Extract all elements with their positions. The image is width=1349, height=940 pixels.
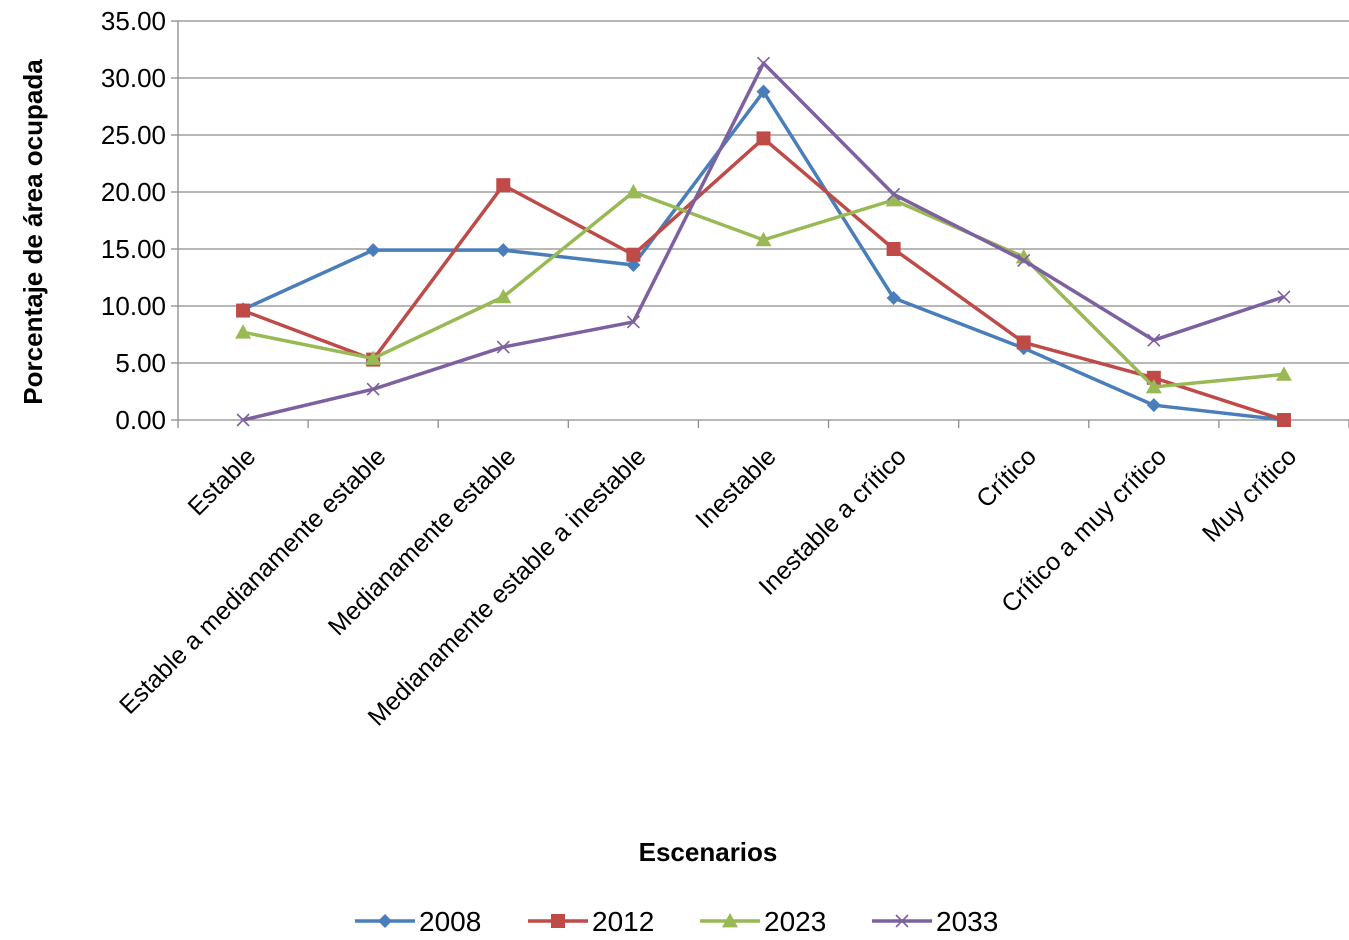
legend-item-2008: 2008 bbox=[355, 906, 481, 937]
y-tick-label: 0.00 bbox=[115, 405, 166, 435]
data-point-square bbox=[1276, 413, 1291, 427]
data-point-x-stroke bbox=[1277, 290, 1291, 304]
y-axis-title: Porcentaje de área ocupada bbox=[18, 59, 48, 405]
data-point-x-stroke bbox=[887, 187, 901, 201]
data-point-x-stroke bbox=[895, 914, 909, 928]
data-point-square bbox=[626, 247, 641, 262]
legend-label: 2033 bbox=[936, 906, 998, 937]
data-point-x bbox=[756, 56, 771, 70]
x-category-label: Crítico bbox=[971, 442, 1042, 513]
y-tick-label: 30.00 bbox=[101, 63, 166, 93]
x-category-label: Estable a medianamente estable bbox=[114, 442, 391, 719]
data-point-x bbox=[1147, 333, 1161, 347]
data-point-square bbox=[1016, 335, 1031, 350]
data-point-triangle bbox=[1145, 378, 1162, 394]
data-point-x-stroke bbox=[236, 413, 250, 427]
legend-label: 2023 bbox=[764, 906, 826, 937]
data-point-triangle bbox=[1275, 366, 1292, 381]
y-tick-label: 25.00 bbox=[101, 120, 166, 150]
series-2033 bbox=[236, 56, 1291, 427]
x-axis-title: Escenarios bbox=[639, 837, 778, 867]
data-point-x-stroke bbox=[496, 340, 510, 354]
legend-label: 2008 bbox=[419, 906, 481, 937]
data-point-diamond bbox=[1146, 398, 1161, 413]
data-point-square bbox=[551, 914, 565, 928]
data-point-square bbox=[236, 303, 251, 318]
y-tick-labels: 0.00 5.00 10.00 15.00 20.00 25.00 30.00 35.00 bbox=[101, 6, 166, 435]
series-2012 bbox=[236, 131, 1291, 427]
gridlines bbox=[178, 20, 1349, 364]
y-tick-label: 15.00 bbox=[101, 234, 166, 264]
y-tick-label: 10.00 bbox=[101, 291, 166, 321]
x-category-label: Muy crítico bbox=[1197, 442, 1302, 547]
data-point-triangle bbox=[755, 231, 772, 247]
x-category-label: Estable bbox=[183, 442, 262, 521]
series-line bbox=[242, 190, 1285, 389]
data-point-square bbox=[496, 178, 511, 193]
data-point-square bbox=[756, 131, 771, 146]
data-point-x-stroke bbox=[366, 382, 380, 396]
x-category-label: Medianamente estable a inestable bbox=[363, 442, 652, 731]
data-point-x bbox=[236, 413, 250, 427]
data-point-triangle bbox=[495, 288, 512, 304]
data-point-diamond bbox=[886, 291, 901, 306]
data-point-diamond bbox=[756, 84, 771, 99]
data-point-x bbox=[1277, 290, 1291, 304]
data-point-x bbox=[887, 187, 901, 201]
data-point-x-stroke bbox=[1017, 253, 1031, 267]
data-point-diamond bbox=[378, 914, 392, 928]
y-tick-label: 5.00 bbox=[115, 348, 166, 378]
data-point-triangle bbox=[722, 913, 738, 928]
data-point-triangle bbox=[625, 184, 642, 199]
legend-item-2023: 2023 bbox=[700, 906, 826, 937]
legend-item-2033: 2033 bbox=[872, 906, 998, 937]
data-point-x-stroke bbox=[626, 315, 640, 329]
y-tick-label: 20.00 bbox=[101, 177, 166, 207]
data-point-triangle bbox=[235, 324, 252, 339]
series-line bbox=[242, 136, 1285, 422]
data-point-x bbox=[366, 382, 380, 396]
data-point-triangle bbox=[365, 350, 382, 365]
y-tick-label: 35.00 bbox=[101, 6, 166, 36]
series-2023 bbox=[235, 184, 1292, 394]
data-point-x bbox=[1017, 253, 1031, 267]
data-point-x bbox=[626, 315, 640, 329]
data-point-triangle bbox=[885, 191, 902, 207]
legend-label: 2012 bbox=[592, 906, 654, 937]
data-point-x bbox=[496, 340, 510, 354]
series-group bbox=[235, 56, 1292, 427]
data-point-x bbox=[895, 914, 909, 928]
legend-item-2012: 2012 bbox=[528, 906, 654, 937]
data-point-diamond bbox=[366, 243, 381, 258]
data-point-diamond bbox=[496, 243, 511, 258]
data-point-x-stroke bbox=[1147, 333, 1161, 347]
axes bbox=[171, 20, 1349, 428]
data-point-square bbox=[886, 242, 901, 256]
x-category-label: Inestable bbox=[690, 442, 782, 534]
legend: 2008 2012 2023 2033 bbox=[355, 906, 998, 937]
data-point-x-stroke bbox=[756, 56, 771, 70]
